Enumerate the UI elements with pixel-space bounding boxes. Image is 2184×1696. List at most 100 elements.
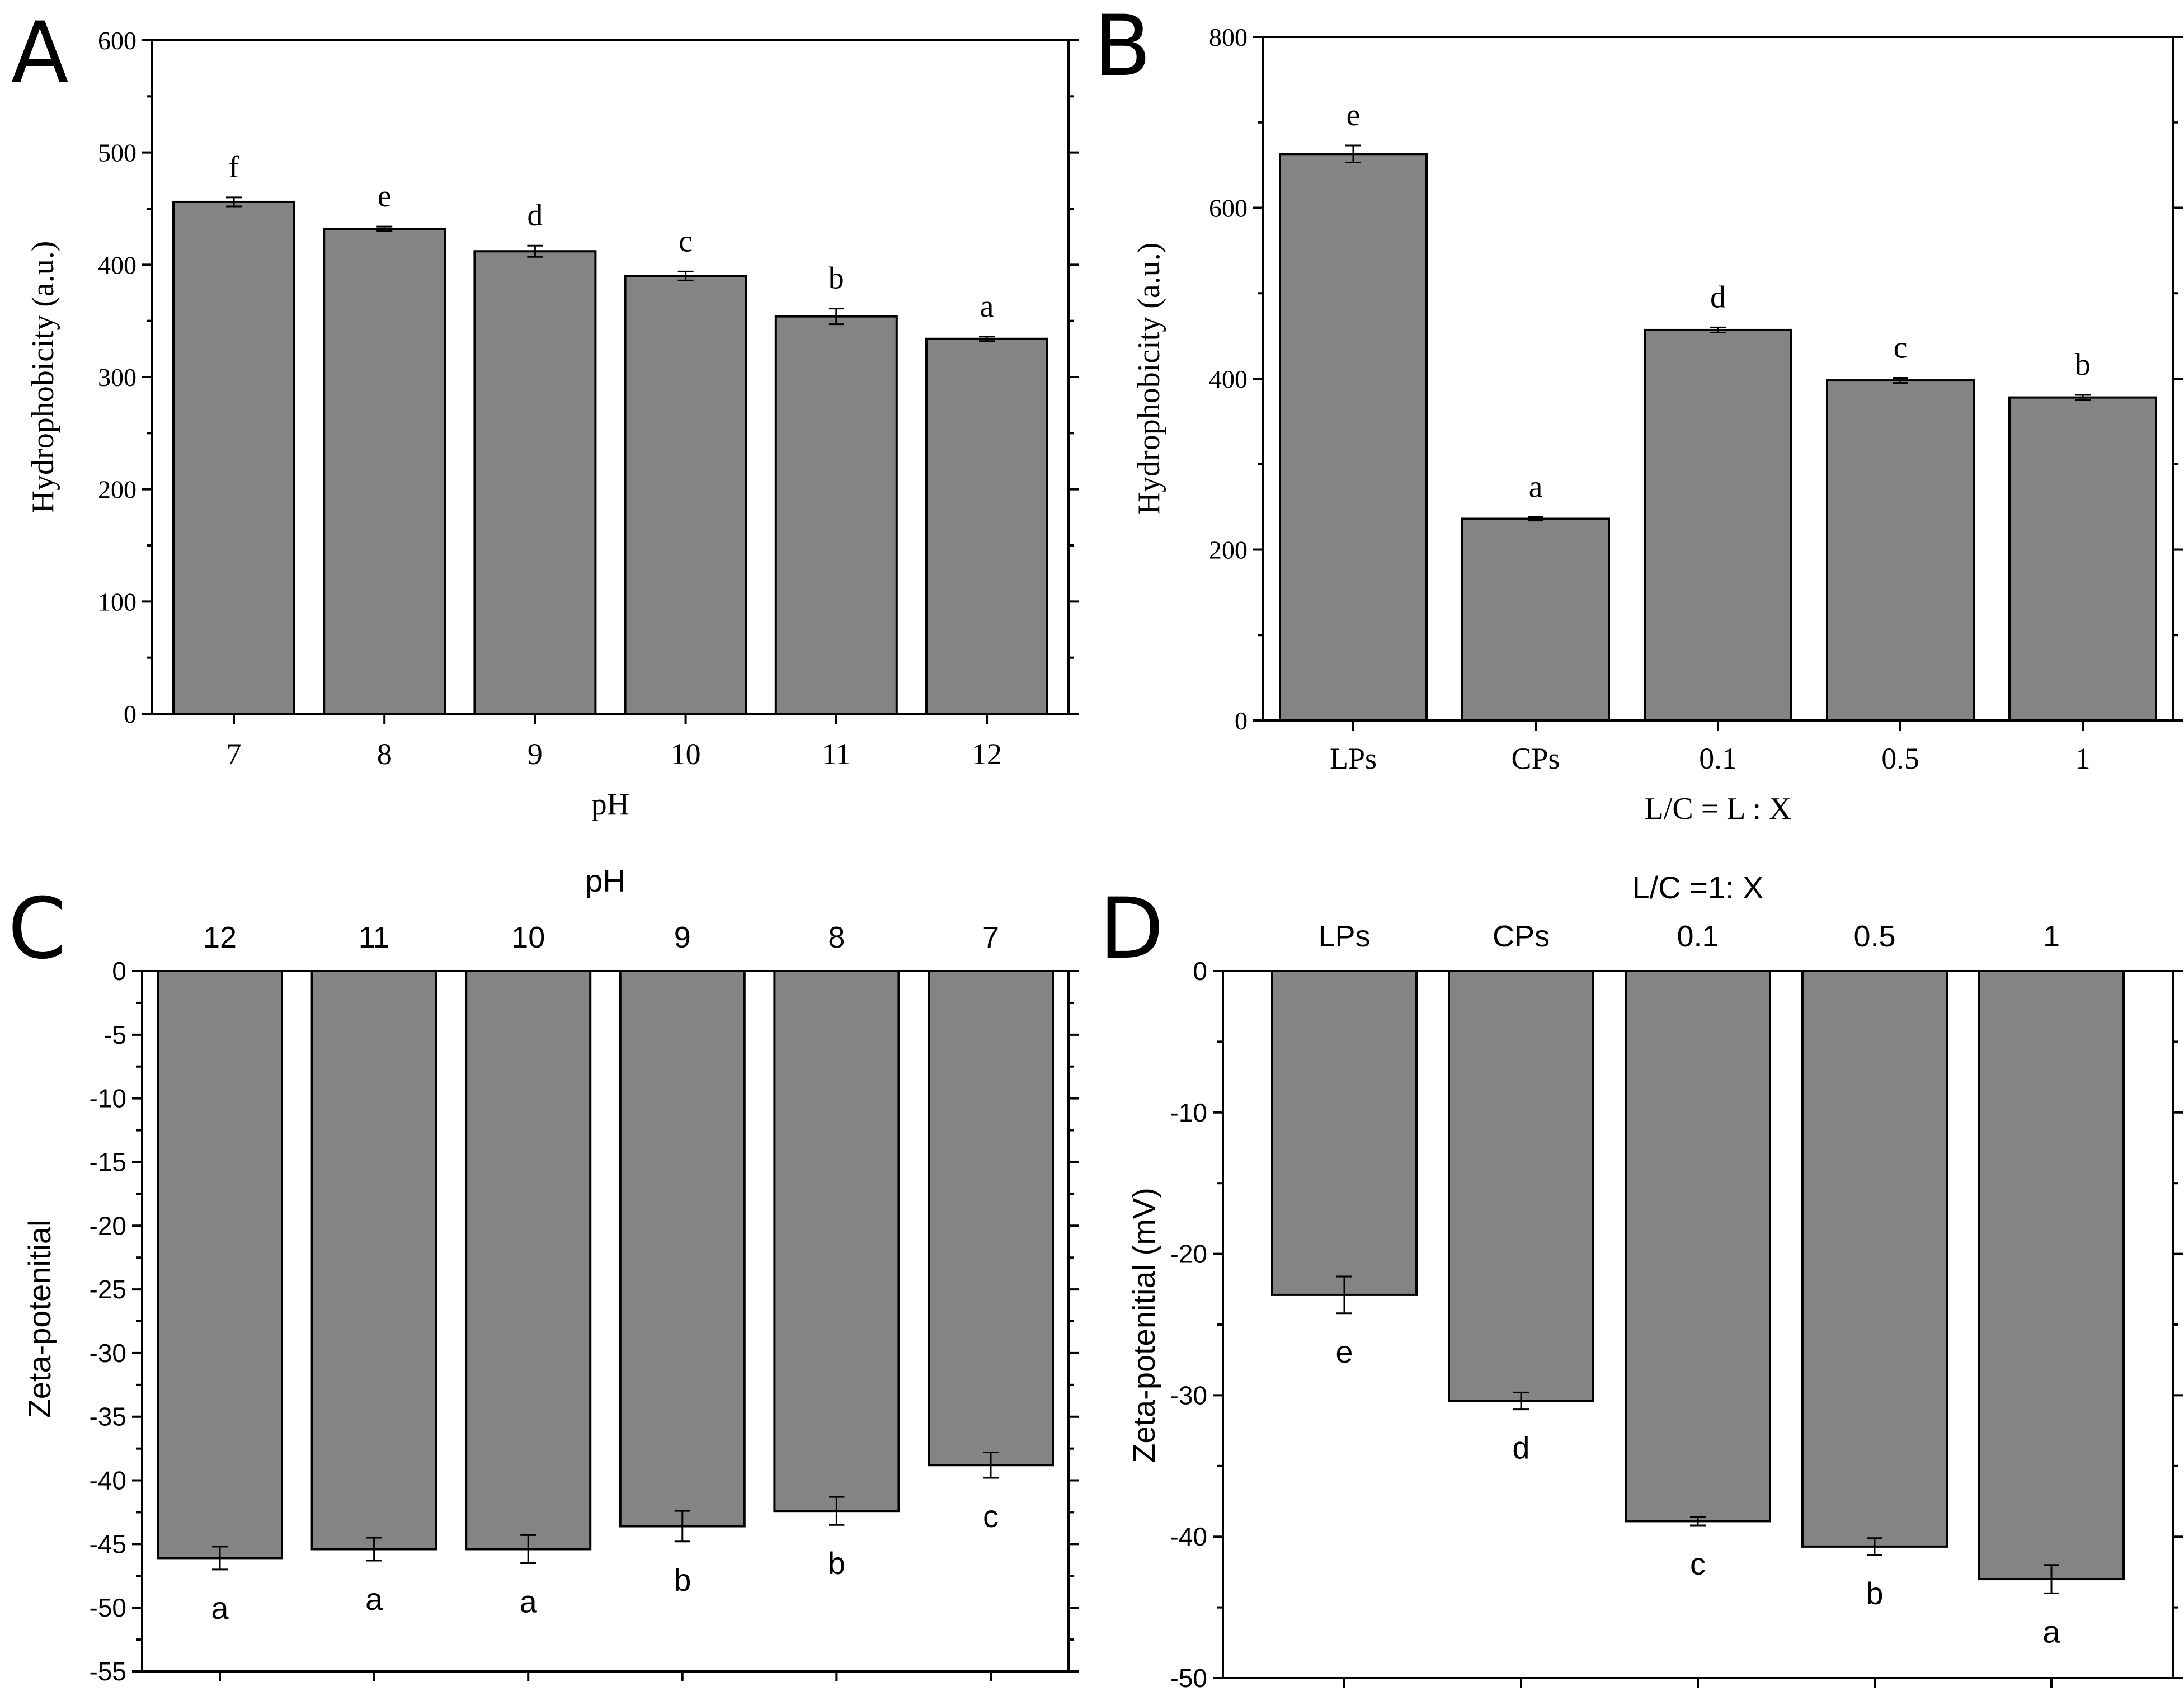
y-tick-label: 400 [1209, 365, 1248, 393]
y-tick-label: -50 [90, 1593, 126, 1622]
y-tick-label: -5 [103, 1020, 126, 1049]
x-axis-title: L/C =1: X [1632, 870, 1763, 905]
significance-letter: d [1710, 280, 1726, 314]
x-axis-title: pH [585, 863, 625, 898]
error-bar-0.5 [1867, 1537, 1882, 1556]
y-tick-label: 200 [98, 475, 136, 504]
x-category-label: 9 [528, 737, 543, 771]
bar-CPs [1448, 970, 1594, 1402]
error-bar-11 [828, 308, 844, 326]
x-category-label: LPs [1330, 742, 1377, 775]
bar-8 [773, 970, 900, 1513]
error-bar-CPs [1528, 516, 1543, 522]
x-category-label: 9 [674, 921, 691, 954]
x-category-label: 10 [511, 921, 545, 954]
error-bar-1 [2075, 394, 2091, 401]
y-tick-label: 400 [98, 251, 136, 279]
y-tick-label: 800 [1209, 23, 1248, 51]
x-category-label: 7 [982, 921, 999, 954]
significance-letter: a [520, 1584, 538, 1619]
x-axis-title: pH [591, 787, 629, 822]
y-tick-label: -30 [90, 1339, 126, 1368]
x-category-label: 8 [828, 921, 845, 954]
x-category-label: 0.1 [1677, 920, 1719, 953]
bar-1 [2008, 396, 2157, 722]
x-category-label: 0.5 [1853, 920, 1895, 953]
x-category-label: 8 [377, 737, 392, 771]
significance-letter: b [674, 1562, 691, 1598]
error-bar-CPs [1513, 1391, 1529, 1411]
error-bar-0.1 [1710, 326, 1726, 334]
significance-letter: e [378, 179, 392, 214]
bar-11 [774, 315, 898, 715]
x-category-label: 12 [203, 921, 237, 954]
y-tick-label: 500 [98, 139, 136, 167]
error-bar-8 [376, 225, 393, 232]
y-tick-label: -10 [1170, 1098, 1207, 1127]
x-category-label: 11 [822, 737, 851, 771]
bar-0.1 [1625, 970, 1771, 1523]
bar-12 [925, 337, 1048, 715]
y-tick-label: -30 [1170, 1381, 1207, 1410]
y-axis-title: Hydrophobicity (a.u.) [1132, 243, 1166, 515]
y-tick-label: 100 [98, 587, 136, 616]
panel-d-zeta-lc: e d c b a 0 -10 -20 -30 -40 -50 LPs CPs 0.1 0.5 1 L/C =1… [1126, 870, 2183, 1693]
significance-letter: a [980, 289, 994, 324]
bar-9 [473, 250, 597, 715]
x-category-label: CPs [1493, 920, 1550, 953]
error-bar-7 [226, 196, 242, 208]
significance-letter: c [983, 1499, 999, 1534]
error-bar-7 [983, 1451, 999, 1479]
error-bar-12 [212, 1546, 228, 1571]
y-tick-label: -15 [90, 1147, 126, 1176]
y-tick-label: 600 [1209, 194, 1248, 223]
y-tick-label: -40 [90, 1466, 126, 1495]
panel-label-d: D [1099, 880, 1164, 978]
y-tick-label: -25 [90, 1275, 126, 1304]
bar-10 [624, 275, 747, 715]
significance-letter: b [829, 261, 844, 296]
error-bar-0.1 [1690, 1516, 1706, 1527]
error-bar-0.5 [1893, 376, 1908, 384]
y-tick-label: 200 [1209, 536, 1248, 564]
significance-letter: e [1335, 1334, 1353, 1369]
y-tick-label: -40 [1170, 1522, 1207, 1551]
error-bar-12 [979, 336, 995, 342]
panel-label-a: A [11, 4, 69, 102]
bar-0.5 [1801, 970, 1948, 1548]
bar-LPs [1271, 970, 1418, 1296]
panel-a-hydrophobicity-ph: f e d c b a 0 100 200 300 400 500 600 7 8 9 10 11 12 pH Hydr… [26, 26, 1079, 822]
y-tick-label: -55 [90, 1657, 126, 1686]
bar-12 [157, 970, 283, 1560]
error-bar-9 [674, 1510, 690, 1543]
significance-letter: b [2075, 347, 2091, 382]
bar-10 [465, 970, 592, 1551]
bar-1 [1978, 970, 2125, 1581]
y-tick-label: 0 [112, 957, 126, 986]
error-bar-LPs [1345, 144, 1361, 164]
bar-7 [928, 970, 1054, 1467]
y-axis-title: Hydrophobicity (a.u.) [26, 241, 60, 513]
x-category-label: 7 [227, 737, 242, 771]
y-axis-title: Zeta-potenitial [22, 1220, 57, 1419]
y-tick-label: -50 [1170, 1664, 1207, 1693]
error-bar-1 [2044, 1564, 2059, 1594]
error-bar-8 [829, 1496, 845, 1526]
x-category-label: 0.1 [1699, 742, 1737, 775]
y-tick-label: 0 [1235, 706, 1248, 735]
x-category-label: 10 [671, 737, 701, 771]
panel-b-hydrophobicity-lc: e a d c b 0 200 400 600 800 LPs CPs 0.1 0.5 1 L/C = L :… [1132, 23, 2183, 826]
significance-letter: c [1690, 1546, 1706, 1581]
y-axis-title: Zeta-potenitial (mV) [1126, 1188, 1161, 1463]
significance-letter: c [1894, 330, 1908, 365]
y-tick-label: 0 [124, 700, 136, 728]
x-category-label: LPs [1318, 920, 1370, 953]
error-bar-9 [527, 244, 543, 258]
y-tick-label: 0 [1193, 957, 1207, 986]
error-bar-LPs [1336, 1275, 1352, 1315]
significance-letter: e [1347, 98, 1361, 133]
significance-letter: c [679, 224, 693, 258]
y-tick-label: 300 [98, 363, 136, 392]
bar-0.1 [1644, 328, 1792, 722]
